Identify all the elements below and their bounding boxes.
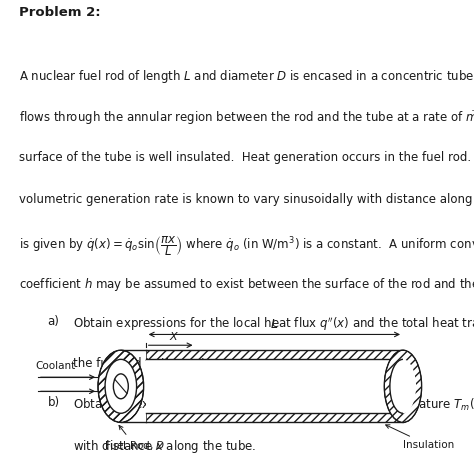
Text: Coolant: Coolant bbox=[36, 361, 76, 371]
Text: $L$: $L$ bbox=[270, 318, 278, 331]
Bar bbox=[146, 350, 403, 360]
Text: Insulation: Insulation bbox=[386, 425, 454, 450]
Ellipse shape bbox=[384, 350, 422, 422]
Text: A nuclear fuel rod of length $L$ and diameter $D$ is encased in a concentric tub: A nuclear fuel rod of length $L$ and dia… bbox=[19, 68, 474, 85]
Text: Fuel Rod, $D$: Fuel Rod, $D$ bbox=[104, 426, 165, 452]
Bar bbox=[146, 413, 403, 422]
Text: flows through the annular region between the rod and the tube at a rate of $\dot: flows through the annular region between… bbox=[19, 110, 474, 127]
Text: Obtain an expression for the variation of the mean temperature $T_m(x)$ of the w: Obtain an expression for the variation o… bbox=[73, 396, 474, 414]
Text: the fuel rod to the water.: the fuel rod to the water. bbox=[73, 357, 221, 370]
Text: coefficient $h$ may be assumed to exist between the surface of the rod and the w: coefficient $h$ may be assumed to exist … bbox=[19, 277, 474, 294]
Ellipse shape bbox=[98, 350, 144, 422]
Text: b): b) bbox=[47, 396, 60, 409]
Text: is given by $\dot{q}(x) = \dot{q}_o \sin\!\left(\dfrac{\pi x}{L}\right)$ where $: is given by $\dot{q}(x) = \dot{q}_o \sin… bbox=[19, 235, 474, 259]
Text: Obtain expressions for the local heat flux $q^{\prime\prime}(x)$ and the total h: Obtain expressions for the local heat fl… bbox=[73, 315, 474, 332]
Text: volumetric generation rate is known to vary sinusoidally with distance along the: volumetric generation rate is known to v… bbox=[19, 193, 474, 206]
Ellipse shape bbox=[113, 374, 128, 399]
Bar bbox=[146, 360, 403, 414]
Text: Problem 2:: Problem 2: bbox=[19, 6, 100, 19]
Ellipse shape bbox=[105, 360, 137, 414]
Text: surface of the tube is well insulated.  Heat generation occurs in the fuel rod. : surface of the tube is well insulated. H… bbox=[19, 151, 474, 164]
Ellipse shape bbox=[390, 360, 416, 414]
Text: with distance $x$ along the tube.: with distance $x$ along the tube. bbox=[73, 438, 257, 455]
Text: a): a) bbox=[47, 315, 59, 328]
Text: $X$: $X$ bbox=[169, 331, 179, 343]
